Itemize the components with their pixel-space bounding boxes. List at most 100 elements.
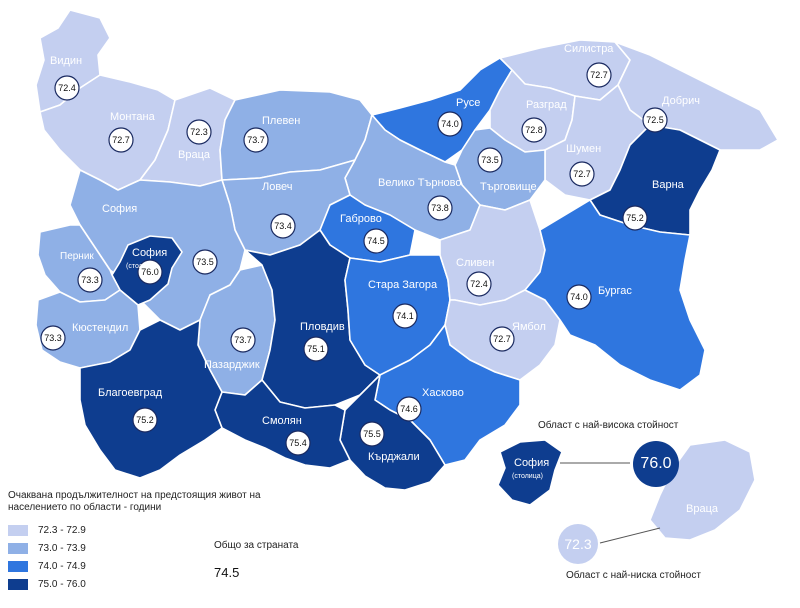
legend-label: 72.3 - 72.9	[38, 524, 86, 536]
bubble-razgrad: 72.8	[521, 117, 547, 143]
legend: Очаквана продължителност на предстоящия …	[8, 490, 288, 594]
svg-text:73.3: 73.3	[81, 275, 99, 285]
svg-text:73.5: 73.5	[196, 257, 214, 267]
bubble-smolyan: 75.4	[285, 430, 311, 456]
label-varna: Варна	[652, 179, 685, 191]
inset-highest-region-sub: (столица)	[512, 473, 543, 480]
label-silistra: Силистра	[564, 43, 614, 55]
svg-text:75.1: 75.1	[307, 344, 325, 354]
svg-text:74.0: 74.0	[441, 119, 459, 129]
bubble-kardzhali: 75.5	[359, 421, 385, 447]
svg-text:73.3: 73.3	[44, 333, 62, 343]
bubble-sliven: 72.4	[466, 271, 492, 297]
region-burgas	[524, 199, 706, 391]
label-razgrad: Разград	[526, 99, 567, 111]
svg-text:72.8: 72.8	[525, 125, 543, 135]
bubble-haskovo: 74.6	[396, 396, 422, 422]
bubble-blagoevgrad: 75.2	[132, 407, 158, 433]
svg-text:74.5: 74.5	[367, 236, 385, 246]
legend-swatch	[8, 578, 28, 590]
bubble-targovishte: 73.5	[477, 147, 503, 173]
svg-text:73.8: 73.8	[431, 203, 449, 213]
bubble-sofia-cap: 76.0	[137, 259, 163, 285]
legend-item: 72.3 - 72.9	[8, 522, 288, 538]
bubble-vidin: 72.4	[54, 75, 80, 101]
label-stara-zagora: Стара Загора	[368, 279, 438, 291]
bubble-ruse: 74.0	[437, 111, 463, 137]
label-ruse: Русе	[456, 97, 480, 109]
label-pazardzhik: Пазарджик	[204, 359, 260, 371]
bubble-pazardzhik: 73.7	[230, 327, 256, 353]
country-total-value: 74.5	[214, 565, 240, 580]
label-sofia-obl: София	[102, 203, 137, 215]
inset-lowest-region-name: Враца	[686, 503, 719, 515]
bubble-burgas: 74.0	[566, 284, 592, 310]
region-blagoevgrad	[79, 319, 223, 479]
label-gabrovo: Габрово	[340, 213, 382, 225]
bubble-veliko-tarnovo: 73.8	[427, 195, 453, 221]
bubble-montana: 72.7	[108, 127, 134, 153]
bubble-stara-zagora: 74.1	[392, 303, 418, 329]
bubble-plovdiv: 75.1	[303, 336, 329, 362]
label-vidin: Видин	[50, 55, 82, 67]
legend-item: 73.0 - 73.9	[8, 540, 288, 556]
svg-text:72.7: 72.7	[590, 70, 608, 80]
inset-sofia-cap-shape	[497, 439, 563, 506]
svg-text:74.0: 74.0	[570, 292, 588, 302]
highest-value-bubble: 76.0	[633, 441, 679, 487]
legend-label: 75.0 - 76.0	[38, 578, 86, 590]
svg-text:74.1: 74.1	[396, 311, 414, 321]
label-smolyan: Смолян	[262, 415, 302, 427]
lowest-caption: Област с най-ниска стойност	[566, 570, 701, 581]
svg-text:72.4: 72.4	[58, 83, 76, 93]
legend-item: 75.0 - 76.0	[8, 576, 288, 592]
region-smolyan	[214, 379, 351, 469]
label-sofia-cap: София	[132, 247, 167, 259]
legend-title: Очаквана продължителност на предстоящия …	[8, 490, 261, 513]
svg-text:75.5: 75.5	[363, 429, 381, 439]
svg-text:72.3: 72.3	[190, 127, 208, 137]
label-blagoevgrad: Благоевград	[98, 387, 163, 399]
svg-text:72.4: 72.4	[470, 279, 488, 289]
label-pernik: Перник	[60, 251, 94, 262]
svg-text:76.0: 76.0	[141, 267, 159, 277]
svg-text:74.6: 74.6	[400, 404, 418, 414]
bubble-varna: 75.2	[622, 205, 648, 231]
highest-value: 76.0	[640, 455, 672, 472]
svg-text:72.7: 72.7	[112, 135, 130, 145]
inset-lowest-connector	[599, 527, 661, 544]
region-kardzhali	[339, 374, 446, 491]
label-dobrich: Добрич	[662, 95, 700, 107]
label-kardzhali: Кърджали	[368, 451, 420, 463]
legend-swatch	[8, 524, 28, 536]
legend-label: 74.0 - 74.9	[38, 560, 86, 572]
svg-text:72.5: 72.5	[646, 115, 664, 125]
label-haskovo: Хасково	[422, 387, 464, 399]
svg-text:75.4: 75.4	[289, 438, 307, 448]
label-sliven: Сливен	[456, 257, 494, 269]
svg-text:75.2: 75.2	[136, 415, 154, 425]
svg-text:73.5: 73.5	[481, 155, 499, 165]
legend-label: 73.0 - 73.9	[38, 542, 86, 554]
label-montana: Монтана	[110, 111, 156, 123]
label-veliko-tarnovo: Велико Търново	[378, 177, 462, 189]
label-yambol: Ямбол	[512, 321, 546, 333]
bubble-yambol: 72.7	[489, 326, 515, 352]
svg-text:73.4: 73.4	[274, 221, 292, 231]
label-lovech: Ловеч	[262, 181, 293, 193]
country-total-label: Общо за страната	[214, 540, 299, 551]
bubble-pleven: 73.7	[243, 127, 269, 153]
bubble-pernik: 73.3	[77, 267, 103, 293]
legend-swatch	[8, 560, 28, 572]
label-sofia-cap-sub: (столица)	[126, 263, 157, 270]
highest-caption: Област с най-висока стойност	[538, 420, 679, 431]
bubble-silistra: 72.7	[586, 62, 612, 88]
legend-swatch	[8, 542, 28, 554]
bubble-shumen: 72.7	[569, 161, 595, 187]
label-targovishte: Търговище	[480, 181, 537, 193]
bubble-sofia-obl: 73.5	[192, 249, 218, 275]
label-vratsa: Враца	[178, 149, 211, 161]
lowest-value-bubble: 72.3	[558, 524, 598, 564]
inset-highest-region-name: София	[514, 457, 549, 469]
